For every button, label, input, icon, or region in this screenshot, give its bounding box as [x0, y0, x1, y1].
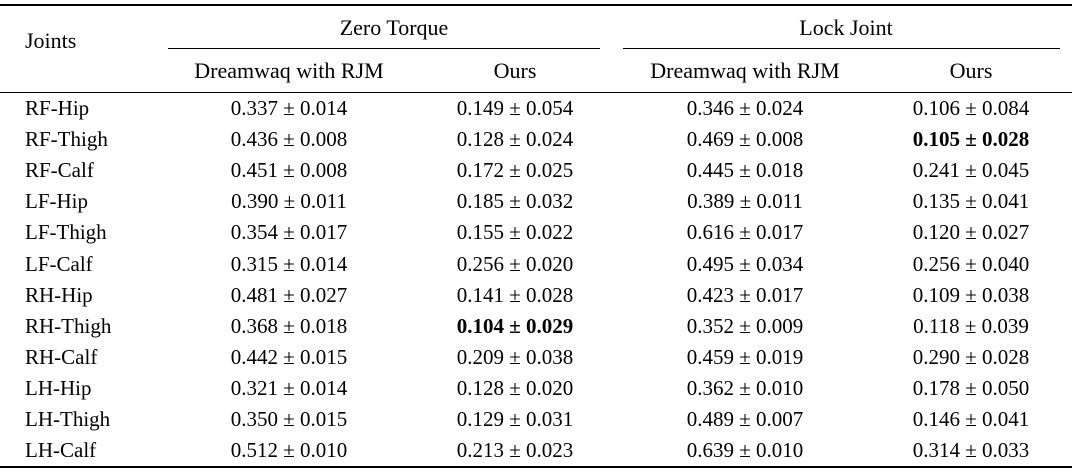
column-header-lj-dreamwaq: Dreamwaq with RJM — [620, 49, 870, 93]
cmidrule-lock-joint — [623, 47, 1060, 49]
value-cell: 0.368 ± 0.018 — [230, 313, 348, 338]
value-cell: 0.118 ± 0.039 — [913, 313, 1029, 338]
value-cell: 0.445 ± 0.018 — [686, 158, 804, 183]
joint-name: LF-Thigh — [25, 220, 107, 245]
value-cell: 0.120 ± 0.027 — [912, 220, 1030, 245]
column-header-lj-ours: Ours — [870, 49, 1072, 93]
value-cell: 0.459 ± 0.019 — [686, 344, 804, 369]
value-cell: 0.141 ± 0.028 — [456, 282, 574, 307]
joint-name: RF-Calf — [25, 158, 94, 183]
value-cell: 0.350 ± 0.015 — [230, 406, 348, 431]
value-cell: 0.321 ± 0.014 — [230, 375, 348, 400]
joint-name: LF-Hip — [25, 189, 88, 214]
value-cell: 0.135 ± 0.041 — [912, 189, 1030, 214]
value-cell: 0.315 ± 0.014 — [230, 251, 348, 276]
value-cell: 0.354 ± 0.017 — [230, 220, 348, 245]
value-cell: 0.256 ± 0.040 — [912, 251, 1030, 276]
joint-name: RH-Hip — [25, 282, 93, 307]
value-cell: 0.149 ± 0.054 — [456, 96, 574, 121]
value-cell: 0.290 ± 0.028 — [912, 344, 1030, 369]
group-header-lock-joint: Lock Joint — [620, 5, 1072, 49]
table-row: LF-Calf 0.315 ± 0.014 0.256 ± 0.020 0.49… — [0, 248, 1072, 279]
value-cell: 0.155 ± 0.022 — [456, 220, 574, 245]
value-cell: 0.616 ± 0.017 — [686, 220, 804, 245]
table-row: LH-Hip 0.321 ± 0.014 0.128 ± 0.020 0.362… — [0, 373, 1072, 404]
value-cell: 0.639 ± 0.010 — [686, 438, 804, 463]
group-label: Zero Torque — [339, 14, 449, 40]
table-row: RF-Thigh 0.436 ± 0.008 0.128 ± 0.024 0.4… — [0, 124, 1072, 155]
value-cell: 0.512 ± 0.010 — [230, 438, 348, 463]
value-cell: 0.256 ± 0.020 — [456, 251, 574, 276]
table-row: RF-Hip 0.337 ± 0.014 0.149 ± 0.054 0.346… — [0, 93, 1072, 125]
cmidrule-zero-torque — [168, 47, 600, 49]
value-cell: 0.389 ± 0.011 — [687, 189, 803, 214]
table-row: LH-Calf 0.512 ± 0.010 0.213 ± 0.023 0.63… — [0, 435, 1072, 467]
value-cell: 0.209 ± 0.038 — [456, 344, 574, 369]
value-cell: 0.442 ± 0.015 — [230, 344, 348, 369]
value-cell: 0.104 ± 0.029 — [456, 313, 574, 338]
table-row: LH-Thigh 0.350 ± 0.015 0.129 ± 0.031 0.4… — [0, 404, 1072, 435]
table-row: LF-Hip 0.390 ± 0.011 0.185 ± 0.032 0.389… — [0, 186, 1072, 217]
results-table: Joints Zero Torque Lock Joint Dreamwaq w… — [0, 4, 1072, 469]
value-cell: 0.314 ± 0.033 — [912, 438, 1030, 463]
value-cell: 0.352 ± 0.009 — [686, 313, 804, 338]
table-row: RF-Calf 0.451 ± 0.008 0.172 ± 0.025 0.44… — [0, 155, 1072, 186]
group-header-row: Joints Zero Torque Lock Joint — [0, 5, 1072, 93]
table-row: RH-Thigh 0.368 ± 0.018 0.104 ± 0.029 0.3… — [0, 311, 1072, 342]
value-cell: 0.337 ± 0.014 — [230, 96, 348, 121]
joint-name: LF-Calf — [25, 251, 93, 276]
value-cell: 0.172 ± 0.025 — [456, 158, 574, 183]
value-cell: 0.436 ± 0.008 — [230, 127, 348, 152]
value-cell: 0.128 ± 0.020 — [456, 375, 574, 400]
value-cell: 0.489 ± 0.007 — [686, 406, 804, 431]
column-header-zt-dreamwaq: Dreamwaq with RJM — [168, 49, 410, 93]
table-row: RH-Calf 0.442 ± 0.015 0.209 ± 0.038 0.45… — [0, 342, 1072, 373]
group-header-zero-torque: Zero Torque — [168, 5, 620, 49]
value-cell: 0.128 ± 0.024 — [456, 127, 574, 152]
value-cell: 0.362 ± 0.010 — [686, 375, 804, 400]
value-cell: 0.451 ± 0.008 — [230, 158, 348, 183]
joint-name: LH-Hip — [25, 375, 92, 400]
joint-name: RH-Calf — [25, 344, 98, 369]
joint-name: RH-Thigh — [25, 313, 112, 338]
sub-header-row: Dreamwaq with RJM Ours Dreamwaq with RJM… — [0, 49, 1072, 93]
value-cell: 0.146 ± 0.041 — [912, 406, 1030, 431]
value-cell: 0.105 ± 0.028 — [912, 127, 1030, 152]
value-cell: 0.390 ± 0.011 — [231, 189, 347, 214]
value-cell: 0.185 ± 0.032 — [456, 189, 574, 214]
value-cell: 0.213 ± 0.023 — [456, 438, 574, 463]
joint-name: RF-Hip — [25, 96, 90, 121]
group-label: Lock Joint — [799, 14, 893, 40]
value-cell: 0.481 ± 0.027 — [230, 282, 348, 307]
value-cell: 0.106 ± 0.084 — [912, 96, 1030, 121]
value-cell: 0.178 ± 0.050 — [912, 375, 1030, 400]
value-cell: 0.241 ± 0.045 — [912, 158, 1030, 183]
value-cell: 0.469 ± 0.008 — [686, 127, 804, 152]
value-cell: 0.129 ± 0.031 — [456, 406, 574, 431]
joint-name: LH-Calf — [25, 438, 97, 463]
value-cell: 0.495 ± 0.034 — [686, 251, 804, 276]
joint-name: LH-Thigh — [25, 406, 111, 431]
value-cell: 0.423 ± 0.017 — [686, 282, 804, 307]
joint-name: RF-Thigh — [25, 127, 108, 152]
table-row: LF-Thigh 0.354 ± 0.017 0.155 ± 0.022 0.6… — [0, 217, 1072, 248]
value-cell: 0.346 ± 0.024 — [686, 96, 804, 121]
joints-column-header: Joints — [0, 5, 168, 93]
value-cell: 0.109 ± 0.038 — [912, 282, 1030, 307]
table-row: RH-Hip 0.481 ± 0.027 0.141 ± 0.028 0.423… — [0, 280, 1072, 311]
column-header-zt-ours: Ours — [410, 49, 620, 93]
joints-label: Joints — [25, 28, 77, 53]
